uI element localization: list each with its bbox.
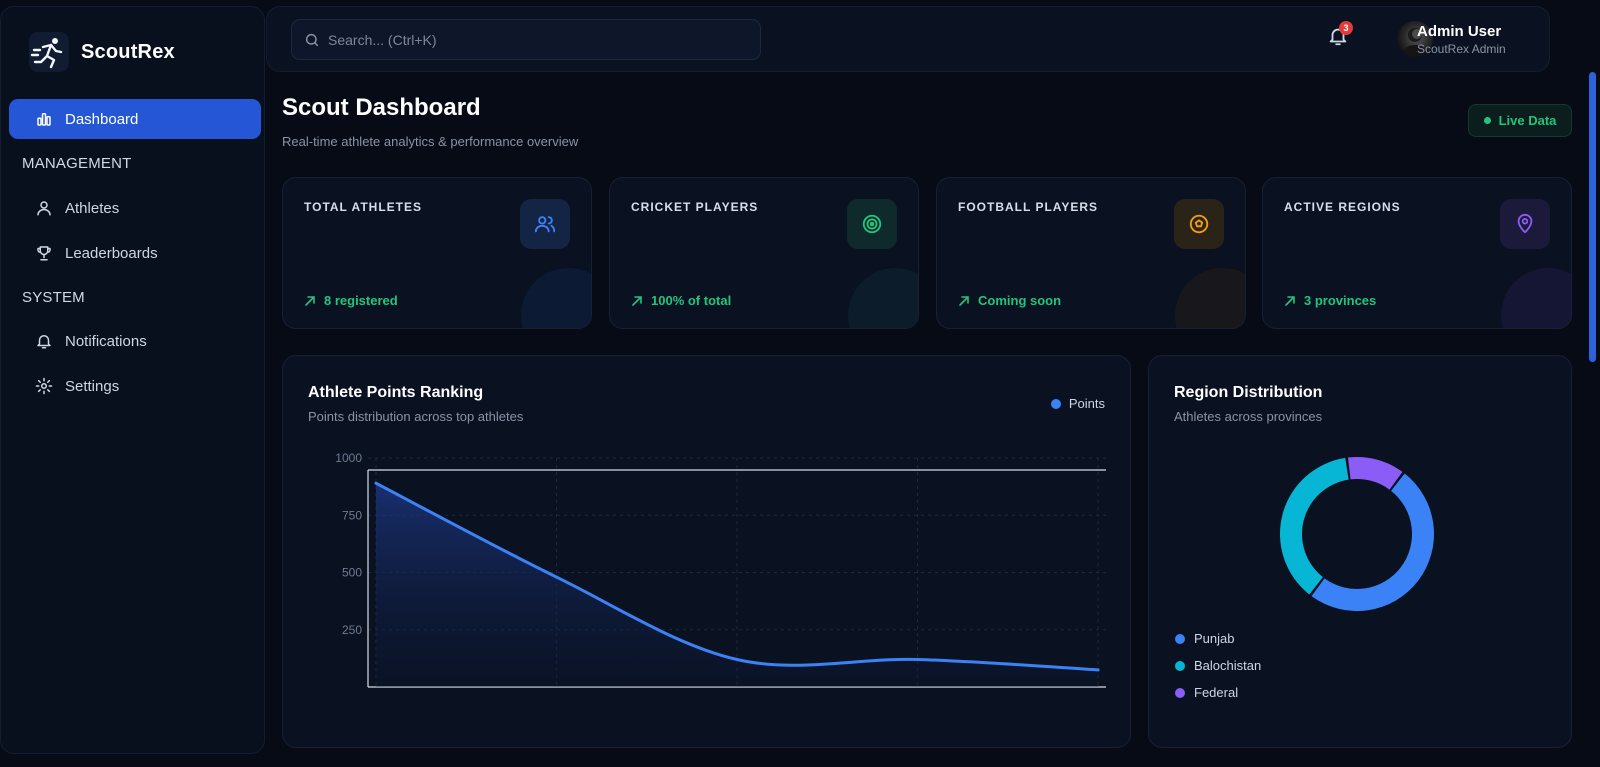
stat-card-football-players: FOOTBALL PLAYERS Coming soon (936, 177, 1246, 329)
search-icon (304, 32, 320, 48)
sidebar-item-dashboard[interactable]: Dashboard (9, 99, 261, 139)
stat-card-total-athletes: TOTAL ATHLETES 8 registered (282, 177, 592, 329)
stat-trend: Coming soon (958, 293, 1061, 308)
user-role: ScoutRex Admin (1417, 42, 1506, 56)
stat-trend-text: 8 registered (324, 293, 398, 308)
data-point (916, 658, 919, 662)
y-tick-label: 250 (342, 623, 362, 637)
stat-trend-text: Coming soon (978, 293, 1062, 308)
card-decoration (1175, 268, 1245, 328)
legend-dot (1050, 398, 1061, 409)
stat-label: FOOTBALL PLAYERS (958, 200, 1099, 214)
trend-up-arrow-icon (304, 295, 316, 307)
runner-logo-icon (29, 32, 69, 72)
legend-label-punjab: Punjab (1194, 631, 1234, 646)
stat-label: ACTIVE REGIONS (1284, 200, 1401, 214)
data-point (1096, 668, 1100, 672)
sidebar-item-label: Dashboard (65, 110, 139, 128)
target-icon (861, 213, 883, 235)
scrollbar-thumb[interactable] (1589, 72, 1596, 362)
search-input[interactable] (328, 31, 728, 48)
page-subtitle: Real-time athlete analytics & performanc… (282, 134, 579, 149)
map-pin-icon (1514, 213, 1536, 235)
stat-icon-box (1174, 199, 1224, 249)
donut-slice-balochistan (1280, 457, 1349, 595)
y-tick-label: 500 (342, 566, 362, 580)
stat-icon-box (520, 199, 570, 249)
data-point (735, 658, 739, 662)
card-decoration (521, 268, 591, 328)
search-box[interactable] (291, 19, 761, 60)
trophy-icon (35, 244, 53, 262)
notification-count-badge: 3 (1339, 21, 1353, 35)
series-area-fill (376, 483, 1098, 687)
trend-up-arrow-icon (631, 295, 643, 307)
stat-trend: 100% of total (631, 293, 731, 308)
legend-label-federal: Federal (1194, 685, 1238, 700)
live-data-badge: Live Data (1468, 104, 1572, 137)
sidebar-item-leaderboards[interactable]: Leaderboards (9, 233, 261, 273)
trend-up-arrow-icon (1284, 295, 1296, 307)
panel-title: Athlete Points Ranking (308, 384, 484, 401)
football-icon (1188, 213, 1210, 235)
legend-label-balochistan: Balochistan (1194, 658, 1261, 673)
sidebar-item-label: Leaderboards (65, 244, 158, 262)
y-tick-label: 750 (342, 508, 362, 522)
brand[interactable]: ScoutRex (29, 32, 175, 72)
stat-trend-text: 3 provinces (1304, 293, 1377, 308)
y-tick-label: 1000 (335, 451, 362, 465)
section-management: MANAGEMENT (22, 155, 132, 172)
gear-icon (35, 377, 53, 395)
users-icon (534, 213, 556, 235)
bell-icon (35, 332, 53, 350)
points-area-chart: 250 500 750 1000 (335, 451, 1106, 688)
sidebar-item-label: Athletes (65, 199, 120, 217)
page-title: Scout Dashboard (282, 94, 481, 121)
section-system: SYSTEM (22, 289, 85, 306)
sidebar: ScoutRex Dashboard MANAGEMENT Athletes L… (0, 6, 265, 754)
region-distribution-panel: Region Distribution Athletes across prov… (1148, 355, 1572, 748)
trend-up-arrow-icon (958, 295, 970, 307)
stat-label: TOTAL ATHLETES (304, 200, 422, 214)
live-status-dot (1483, 117, 1491, 124)
card-decoration (848, 268, 918, 328)
legend-dot (1175, 688, 1185, 698)
sidebar-item-athletes[interactable]: Athletes (9, 188, 261, 228)
app-name: ScoutRex (81, 40, 175, 63)
stat-icon-box (847, 199, 897, 249)
athlete-points-panel: Athlete Points Ranking Points distributi… (282, 355, 1131, 748)
top-bar: 3 Admin User ScoutRex Admin (266, 6, 1550, 72)
stat-trend: 3 provinces (1284, 293, 1376, 308)
sidebar-item-notifications[interactable]: Notifications (9, 321, 261, 361)
stat-icon-box (1500, 199, 1550, 249)
user-icon (35, 199, 53, 217)
sidebar-item-label: Settings (65, 377, 120, 395)
panel-subtitle: Athletes across provinces (1174, 409, 1323, 424)
stat-trend: 8 registered (304, 293, 398, 308)
legend-label: Points (1068, 396, 1105, 411)
stat-label: CRICKET PLAYERS (631, 200, 759, 214)
avatar[interactable] (1397, 21, 1433, 57)
legend-dot (1175, 661, 1185, 671)
bar-chart-icon (35, 110, 53, 128)
stat-card-cricket-players: CRICKET PLAYERS 100% of total (609, 177, 919, 329)
stat-card-active-regions: ACTIVE REGIONS 3 provinces (1262, 177, 1572, 329)
data-point (555, 575, 558, 579)
panel-subtitle: Points distribution across top athletes (308, 409, 524, 424)
sidebar-item-label: Notifications (65, 332, 147, 350)
stat-trend-text: 100% of total (651, 293, 732, 308)
region-donut-chart: Punjab Balochistan Federal (1175, 457, 1434, 700)
user-name: Admin User (1417, 23, 1502, 40)
chart-legend: Points (1050, 396, 1105, 411)
live-data-label: Live Data (1498, 113, 1557, 128)
donut-slice-punjab (1311, 473, 1434, 611)
data-point (374, 481, 378, 485)
donut-slice-federal (1347, 457, 1403, 490)
legend-dot (1175, 634, 1185, 644)
card-decoration (1501, 268, 1571, 328)
panel-title: Region Distribution (1174, 384, 1323, 401)
sidebar-item-settings[interactable]: Settings (9, 366, 261, 406)
